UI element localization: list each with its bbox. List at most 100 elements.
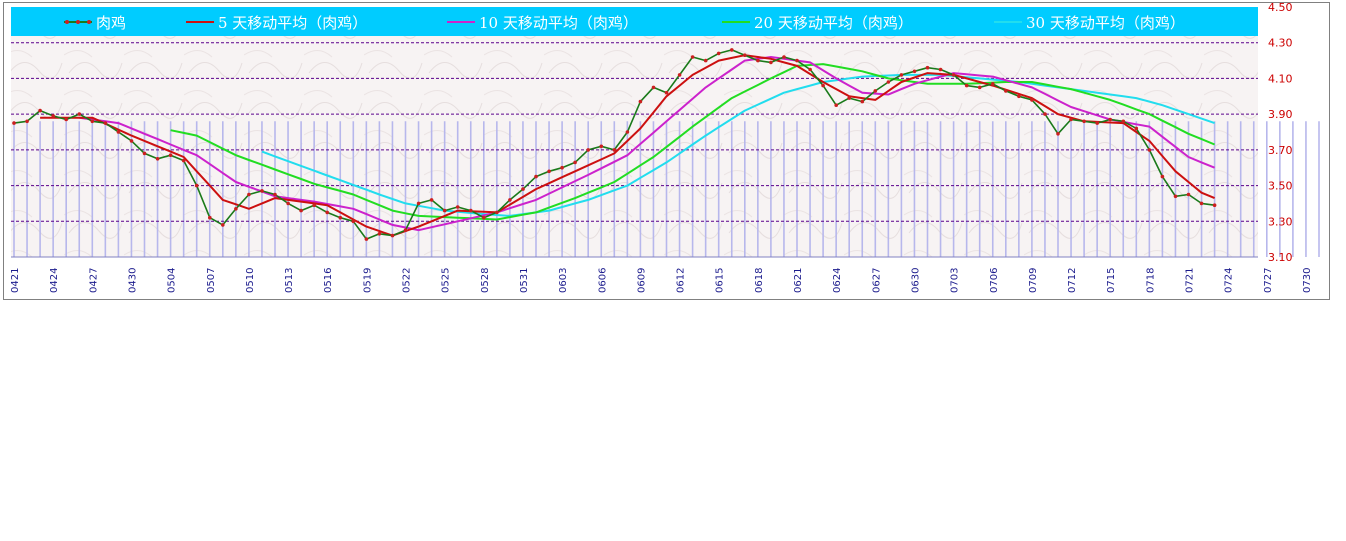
price-point: [743, 53, 747, 57]
price-point: [221, 223, 225, 227]
price-point: [1199, 201, 1204, 206]
legend-label-ma30: 30 天移动平均（肉鸡）: [1026, 14, 1185, 32]
price-point: [390, 233, 395, 238]
price-point: [1095, 121, 1099, 125]
x-tick-label: 0510: [245, 268, 256, 293]
price-point: [103, 121, 108, 125]
volume-bars: [13, 121, 1320, 257]
legend-marker: [76, 20, 80, 24]
price-point: [416, 201, 421, 206]
legend-label-ma20: 20 天移动平均（肉鸡）: [754, 14, 913, 32]
x-tick-label: 0603: [558, 268, 569, 293]
grid-lines: [11, 42, 1258, 258]
legend-label-ma10: 10 天移动平均（肉鸡）: [479, 14, 638, 32]
x-tick-label: 0424: [49, 268, 60, 293]
price-point: [116, 130, 121, 134]
price-point: [286, 201, 290, 206]
price-point: [1212, 203, 1217, 207]
price-point: [651, 85, 656, 90]
x-tick-label: 0709: [1028, 268, 1039, 293]
series-line-ma10: [79, 56, 1215, 232]
price-point: [1043, 112, 1047, 116]
price-point: [625, 130, 630, 134]
y-axis-ticks: 3.10 3.30 3.50 3.70 3.90 4.10 4.30 4.50: [1268, 3, 1293, 264]
price-point: [690, 55, 695, 59]
x-tick-label: 0621: [793, 268, 804, 293]
y-tick-label: 3.90: [1268, 108, 1293, 121]
price-point: [129, 139, 134, 143]
x-tick-label: 0727: [1263, 268, 1274, 293]
price-point: [938, 67, 943, 72]
series-lines: [13, 49, 1215, 240]
price-point: [964, 83, 969, 88]
price-point: [586, 148, 590, 152]
price-point: [12, 121, 16, 125]
chart-frame: 肉鸡 5 天移动平均（肉鸡） 10 天移动平均（肉鸡） 20 天移动平均（肉鸡） 30 …: [3, 2, 1330, 300]
x-tick-label: 0703: [950, 268, 961, 293]
price-point: [521, 187, 525, 191]
legend-label-price: 肉鸡: [96, 14, 126, 32]
price-point: [1173, 194, 1178, 199]
price-point: [899, 73, 904, 77]
series-line-ma5: [40, 54, 1215, 237]
x-tick-label: 0421: [10, 268, 21, 293]
price-point: [573, 160, 577, 165]
y-tick-label: 4.50: [1268, 3, 1293, 14]
price-point: [469, 208, 473, 213]
price-point: [364, 237, 369, 241]
x-tick-label: 0712: [1067, 268, 1078, 293]
price-point: [181, 158, 186, 163]
x-tick-label: 0715: [1106, 268, 1117, 293]
x-tick-label: 0504: [167, 268, 178, 293]
price-point: [1056, 132, 1060, 136]
price-point: [312, 203, 317, 207]
x-tick-label: 0618: [754, 268, 765, 293]
price-point: [77, 112, 82, 116]
x-tick-label: 0724: [1224, 268, 1235, 293]
x-tick-label: 0427: [88, 268, 99, 293]
x-tick-label: 0507: [206, 268, 217, 293]
legend-marker: [65, 20, 69, 24]
price-point: [442, 208, 447, 213]
price-point: [977, 85, 982, 90]
x-tick-label: 0612: [676, 268, 687, 293]
price-point: [234, 207, 238, 211]
chart: 肉鸡 5 天移动平均（肉鸡） 10 天移动平均（肉鸡） 20 天移动平均（肉鸡） 30 …: [10, 3, 1320, 293]
x-tick-label: 0531: [519, 268, 530, 293]
price-point: [756, 58, 760, 63]
price-point: [769, 60, 773, 65]
x-tick-label: 0513: [284, 268, 295, 293]
price-point: [429, 198, 434, 202]
price-point: [338, 215, 343, 220]
price-point: [495, 210, 499, 215]
x-tick-label: 0718: [1145, 268, 1156, 293]
price-point: [1160, 174, 1165, 179]
price-point: [51, 114, 55, 118]
price-point: [821, 83, 825, 88]
x-tick-label: 0630: [911, 268, 922, 293]
price-point: [847, 96, 851, 100]
x-tick-label: 0519: [362, 268, 373, 293]
price-point: [25, 119, 29, 124]
price-point: [703, 58, 708, 63]
x-tick-label: 0516: [323, 268, 334, 293]
price-point: [90, 119, 95, 124]
price-point: [299, 208, 303, 213]
price-point: [664, 90, 669, 95]
x-tick-label: 0609: [636, 268, 647, 293]
price-point: [1004, 89, 1008, 93]
x-tick-label: 0606: [597, 268, 608, 293]
y-tick-label: 4.10: [1268, 72, 1293, 85]
price-point: [1121, 119, 1126, 124]
price-point: [638, 99, 643, 104]
price-point: [403, 228, 408, 232]
price-point: [1134, 126, 1139, 131]
x-axis-ticks: 0421 0424 0427 0430 0504 0507 0510 0513 0516 0519…: [10, 268, 1313, 293]
price-point: [64, 117, 68, 122]
price-point: [208, 215, 212, 220]
x-tick-label: 0627: [871, 268, 882, 293]
price-point: [912, 69, 917, 74]
price-point: [482, 215, 486, 220]
price-point: [1069, 117, 1073, 122]
price-point: [142, 151, 147, 156]
